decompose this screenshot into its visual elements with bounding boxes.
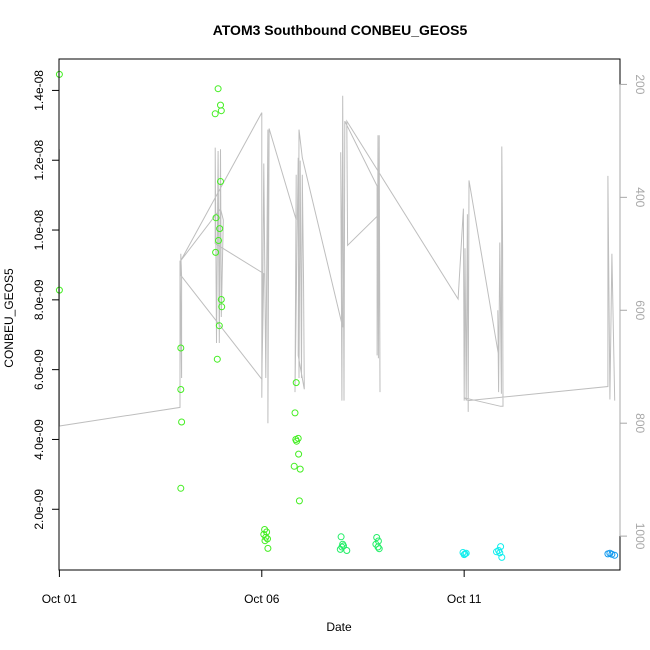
data-point — [343, 547, 351, 554]
data-point — [216, 225, 224, 233]
data-point — [340, 542, 347, 550]
x-tick-label: Oct 11 — [447, 592, 482, 606]
pressure-line — [58, 95, 616, 427]
data-point — [496, 549, 504, 557]
y-tick-label: 1.4e-08 — [32, 70, 46, 111]
data-point — [498, 553, 506, 561]
y-tick-label: 1.2e-08 — [32, 140, 46, 181]
data-point — [292, 379, 300, 387]
y-tick-label: 6.0e-09 — [32, 349, 46, 390]
data-point — [460, 551, 468, 559]
y2-tick-label: 600 — [633, 300, 647, 320]
data-point — [211, 110, 219, 118]
data-point — [290, 462, 298, 470]
data-point — [214, 85, 222, 93]
y-axis-label: CONBEU_GEOS5 — [2, 268, 16, 368]
y-tick-label: 2.0e-09 — [32, 489, 46, 530]
data-point — [291, 409, 299, 417]
x-tick-label: Oct 01 — [42, 592, 78, 606]
chart-title: ATOM3 Southbound CONBEU_GEOS5 — [213, 22, 468, 38]
data-point — [611, 551, 619, 559]
y2-tick-label: 200 — [633, 74, 647, 94]
data-point — [262, 533, 270, 541]
data-point — [337, 533, 345, 541]
y-axis: 2.0e-09 4.0e-09 6.0e-09 8.0e-09 1.0e-08 1.2e-… — [32, 70, 60, 530]
data-point — [462, 549, 470, 557]
points-layer — [55, 70, 619, 561]
y2-axis: 200 400 600 800 1000 — [619, 74, 647, 550]
data-point — [177, 386, 185, 393]
x-tick-label: Oct 06 — [244, 592, 280, 606]
data-point — [177, 484, 185, 492]
data-point — [375, 545, 383, 553]
data-point — [217, 296, 225, 303]
y2-tick-label: 1000 — [633, 523, 647, 550]
data-point — [177, 344, 185, 352]
data-point — [373, 534, 381, 541]
data-point — [212, 214, 220, 222]
data-point — [215, 322, 223, 330]
y2-tick-label: 800 — [633, 413, 647, 433]
x-axis: Oct 01 Oct 06 Oct 11 — [42, 569, 482, 606]
data-point — [374, 543, 382, 551]
data-point — [217, 178, 224, 185]
pressure-line-layer — [58, 95, 616, 427]
data-point — [213, 355, 221, 363]
data-point — [292, 436, 300, 443]
y2-tick-label: 400 — [633, 187, 647, 207]
data-point — [178, 418, 186, 426]
data-point — [295, 450, 303, 458]
data-point — [212, 248, 220, 256]
y-tick-label: 4.0e-09 — [32, 419, 46, 460]
data-point — [217, 107, 225, 115]
data-point — [264, 544, 272, 552]
y-tick-label: 8.0e-09 — [32, 279, 46, 320]
data-point — [218, 303, 226, 311]
data-point — [215, 237, 222, 244]
y-tick-label: 1.0e-08 — [32, 209, 46, 250]
data-point — [461, 550, 469, 558]
data-point — [296, 465, 304, 473]
data-point — [264, 535, 271, 543]
data-point — [295, 497, 303, 505]
x-axis-label: Date — [326, 620, 352, 634]
